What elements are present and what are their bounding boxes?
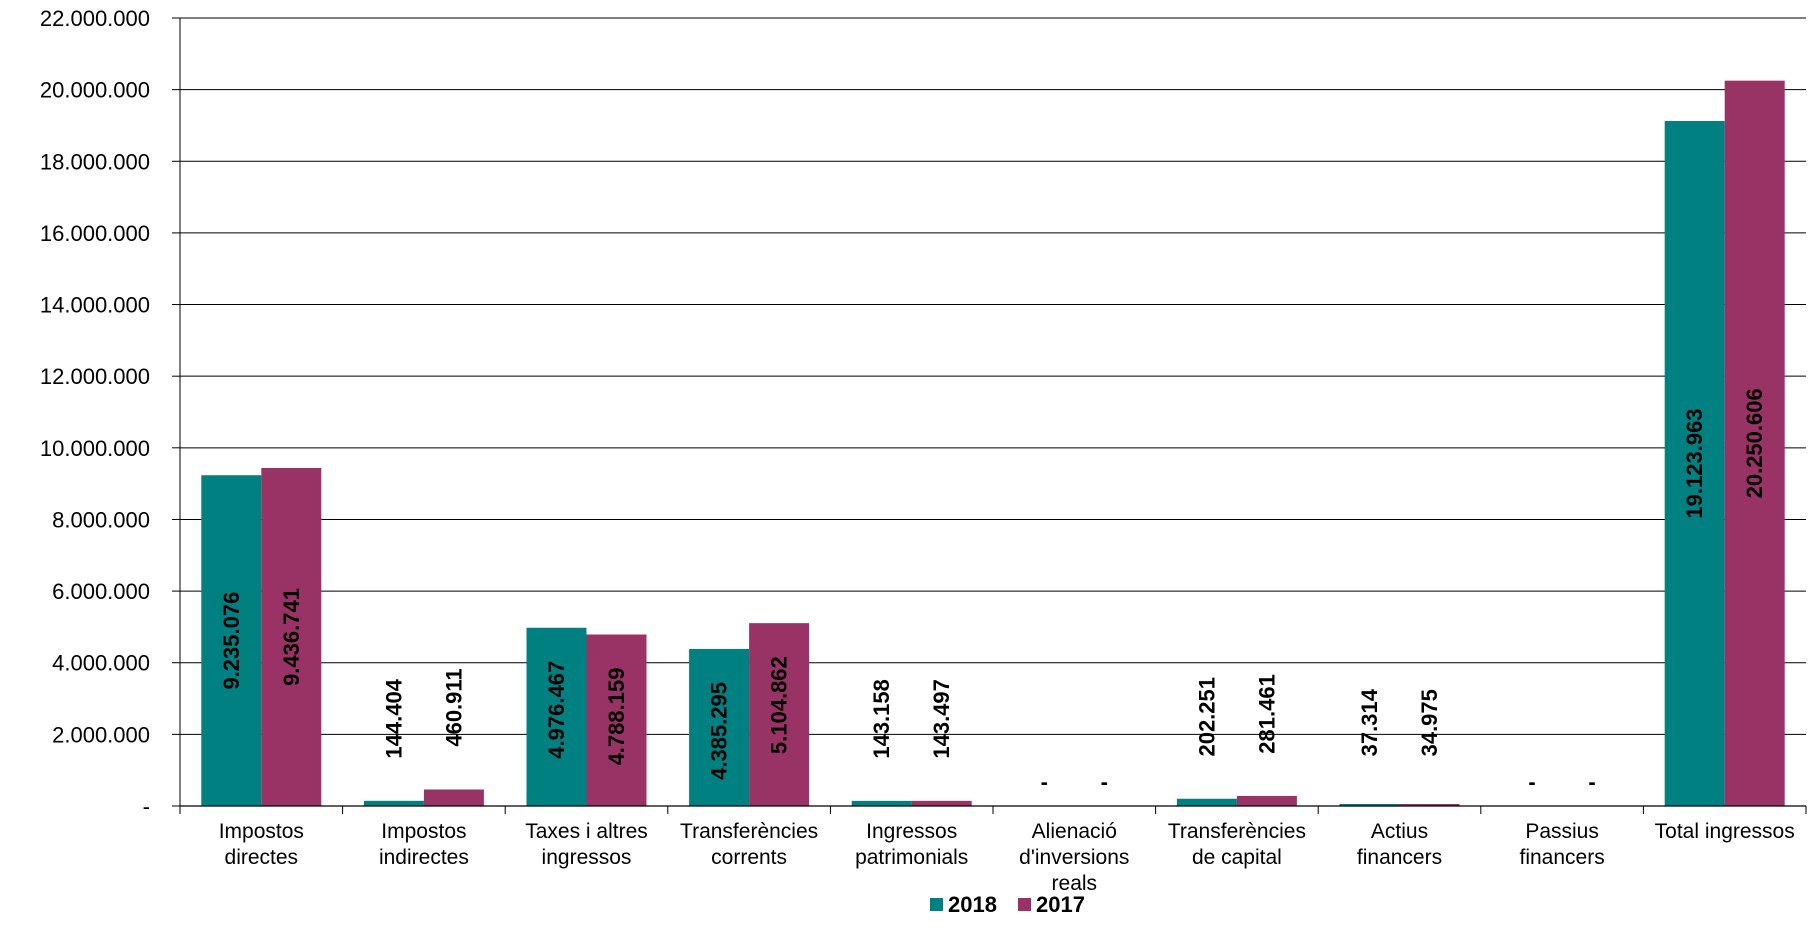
data-label: 34.975 [1417,689,1442,756]
bar-2017 [1724,80,1785,807]
x-tick-label-line: corrents [711,846,787,869]
x-tick-label: Transferències corrents [680,820,818,869]
bar-2018 [1176,798,1237,806]
x-tick-label-line: Impostos [381,820,466,843]
legend-label-2017: 2017 [1036,892,1085,917]
data-label: 19.123.963 [1682,408,1707,518]
x-tick-label: Taxes i altres ingressos [525,820,648,869]
x-tick-label-line: ingressos [542,846,632,869]
x-tick-label-line: Total ingressos [1655,820,1795,843]
bar-2018 [851,800,912,806]
data-label: 202.251 [1194,677,1219,757]
x-tick-label: Transferències de capital [1168,820,1306,869]
data-label: - [1041,770,1048,795]
data-label: - [1101,770,1108,795]
data-label: - [1528,770,1535,795]
bar-2017 [911,800,972,806]
legend-swatch-2017 [1018,898,1031,911]
data-label: 20.250.606 [1742,388,1767,498]
y-tick-label: 4.000.000 [52,651,150,676]
x-tick-label: Impostos directes [219,820,304,869]
x-tick-label-line: d'inversions [1019,846,1129,869]
x-tick-label: Ingressos patrimonials [855,820,968,869]
data-label: 5.104.862 [767,656,792,754]
y-tick-label: 10.000.000 [40,436,150,461]
x-tick-label-line: Ingressos [866,820,957,843]
bar-2018 [1664,121,1725,807]
bar-2018 [363,800,424,806]
data-label: 143.158 [869,679,894,759]
gridlines [180,17,1806,735]
y-tick-label: 8.000.000 [52,507,150,532]
x-tick-label-line: directes [225,846,299,869]
x-tick-label: Impostos indirectes [379,820,469,869]
bar-2017 [1399,804,1460,806]
y-tick-label: 2.000.000 [52,722,150,747]
bar-2017 [749,623,810,806]
data-label: 4.788.159 [604,668,629,766]
y-tick-label: 6.000.000 [52,579,150,604]
data-label: 143.497 [929,679,954,759]
bar-2018 [526,627,587,806]
x-tick-label-line: patrimonials [855,846,968,869]
data-label: 4.385.295 [707,682,732,780]
y-tick-label: 12.000.000 [40,364,150,389]
data-label: 144.404 [381,678,406,758]
bar-2017 [423,789,484,806]
bar-2017 [586,634,647,806]
x-tick-label: Alienació d'inversions reals [1019,820,1129,895]
bar-2017 [261,467,322,806]
legend: 2018 2017 [930,892,1085,917]
y-tick-label: 16.000.000 [40,221,150,246]
bars [201,80,1785,807]
x-tick-label-line: Passius [1525,820,1599,843]
legend-label-2018: 2018 [948,892,997,917]
x-tick-label-line: indirectes [379,846,469,869]
bar-2018 [1339,804,1400,806]
x-tick-label-line: Impostos [219,820,304,843]
y-tick-label: 14.000.000 [40,293,150,318]
y-tick-label: 20.000.000 [40,78,150,103]
y-tick-label: 18.000.000 [40,149,150,174]
bar-2018 [201,475,262,806]
y-tick-label: 22.000.000 [40,6,150,31]
x-tick-label-line: reals [1052,872,1098,895]
x-tick-label-line: financers [1519,846,1604,869]
data-label: 460.911 [441,668,466,746]
x-tick-label-line: Transferències [1168,820,1306,843]
x-tick-label-line: de capital [1192,846,1282,869]
x-tick-label: Passius financers [1519,820,1604,869]
data-labels: 9.235.076 9.436.741 144.404 460.911 4.976.46… [219,388,1767,794]
data-label: - [1588,770,1595,795]
axes [179,18,1806,807]
x-tick-label-line: Taxes i altres [525,820,648,843]
x-tick-label: Actius financers [1357,820,1442,869]
bar-2017 [1236,795,1297,806]
y-tick-label: - [143,794,150,819]
x-tick-label: Total ingressos [1655,820,1795,843]
legend-swatch-2018 [930,898,943,911]
x-tick-label-line: Transferències [680,820,818,843]
data-label: 9.235.076 [219,592,244,690]
data-label: 9.436.741 [279,588,304,686]
x-tick-label-line: financers [1357,846,1442,869]
x-tick-label-line: Alienació [1032,820,1117,843]
y-axis-ticks: - 2.000.000 4.000.000 6.000.000 8.000.000 10.… [40,6,180,819]
bar-2018 [689,648,750,806]
x-tick-label-line: Actius [1371,820,1428,843]
data-label: 37.314 [1357,688,1382,756]
data-label: 4.976.467 [544,661,569,759]
x-axis-ticks: Impostos directes Impostos indirectes Taxes … [179,806,1807,895]
data-label: 281.461 [1254,674,1279,754]
